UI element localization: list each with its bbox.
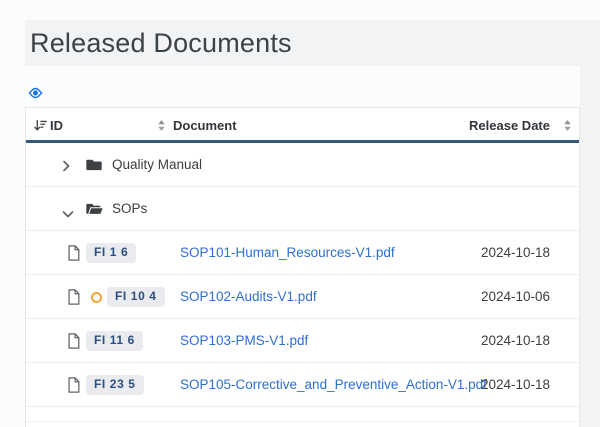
visibility-toggle-button[interactable]	[28, 84, 48, 101]
document-row: FI 11 6 SOP103-PMS-V1.pdf 2024-10-18	[26, 319, 579, 363]
document-link[interactable]: SOP101-Human_Resources-V1.pdf	[180, 245, 395, 260]
release-date: 2024-10-18	[480, 333, 550, 348]
document-id-badge: FI 23 5	[86, 375, 144, 395]
release-date: 2024-10-06	[480, 289, 550, 304]
table-header-row: ID Document Release Date	[26, 108, 579, 143]
release-date: 2024-10-18	[480, 245, 550, 260]
release-date: 2024-10-18	[480, 377, 550, 392]
file-icon	[67, 333, 80, 354]
title-band	[25, 20, 600, 66]
folder-row-sops[interactable]: SOPs	[26, 187, 579, 231]
folder-label: Quality Manual	[112, 157, 203, 172]
document-row: FI 1 6 SOP101-Human_Resources-V1.pdf 202…	[26, 231, 579, 275]
document-row: FI 23 5 SOP105-Corrective_and_Preventive…	[26, 363, 579, 407]
column-header-release-date[interactable]: Release Date	[469, 118, 550, 133]
document-link[interactable]: SOP103-PMS-V1.pdf	[180, 333, 309, 348]
table-row-partial	[26, 407, 579, 422]
file-icon	[67, 377, 80, 398]
released-documents-table: ID Document Release Date	[25, 107, 580, 427]
folder-open-icon	[86, 202, 103, 220]
document-id-badge: FI 1 6	[86, 243, 137, 263]
document-row: FI 10 4 SOP102-Audits-V1.pdf 2024-10-06	[26, 275, 579, 319]
file-icon	[67, 289, 80, 310]
page-gutter	[580, 66, 600, 427]
document-id-badge: FI 10 4	[107, 287, 165, 307]
folder-label: SOPs	[112, 201, 148, 216]
status-dot-icon	[91, 292, 102, 303]
sort-descending-icon[interactable]	[34, 119, 47, 132]
chevron-right-icon[interactable]	[62, 159, 70, 177]
page-title: Released Documents	[30, 28, 292, 58]
column-header-document[interactable]: Document	[173, 118, 237, 133]
document-link[interactable]: SOP102-Audits-V1.pdf	[180, 289, 317, 304]
document-id-badge: FI 11 6	[86, 331, 143, 351]
folder-closed-icon	[86, 158, 102, 176]
chevron-down-icon[interactable]	[62, 205, 74, 223]
document-link[interactable]: SOP105-Corrective_and_Preventive_Action-…	[180, 377, 487, 392]
file-icon	[67, 245, 80, 266]
sort-updown-icon[interactable]	[157, 119, 166, 132]
folder-row-quality-manual[interactable]: Quality Manual	[26, 143, 579, 187]
column-header-id[interactable]: ID	[50, 118, 63, 133]
sort-updown-icon[interactable]	[563, 119, 572, 132]
eye-icon	[28, 87, 43, 99]
